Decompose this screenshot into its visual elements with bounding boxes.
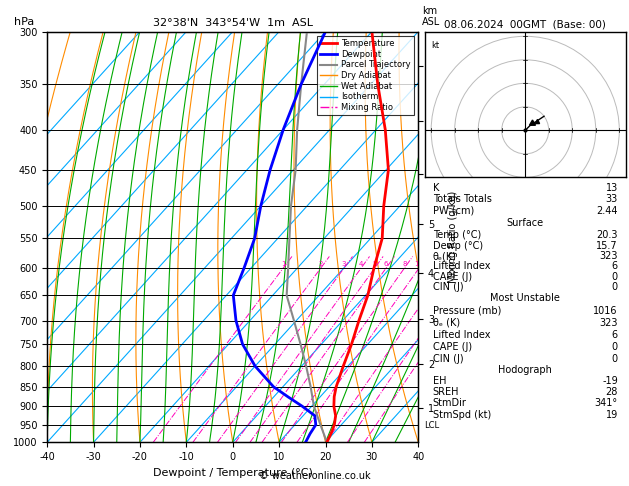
Text: Surface: Surface <box>506 218 544 227</box>
Text: 15.7: 15.7 <box>596 241 618 251</box>
Text: LCL: LCL <box>424 420 439 430</box>
Text: Temp (°C): Temp (°C) <box>433 230 481 241</box>
Text: -19: -19 <box>602 376 618 385</box>
Text: 8: 8 <box>403 260 407 267</box>
Text: 10: 10 <box>415 260 424 267</box>
Text: 33: 33 <box>606 194 618 204</box>
Text: 20.3: 20.3 <box>596 230 618 241</box>
Text: kt: kt <box>431 41 439 50</box>
Text: K: K <box>433 183 439 192</box>
Text: 28: 28 <box>606 387 618 397</box>
Text: StmSpd (kt): StmSpd (kt) <box>433 410 491 420</box>
Text: Totals Totals: Totals Totals <box>433 194 491 204</box>
Text: CIN (J): CIN (J) <box>433 282 463 292</box>
Text: 13: 13 <box>606 183 618 192</box>
Text: © weatheronline.co.uk: © weatheronline.co.uk <box>259 471 370 481</box>
Text: CIN (J): CIN (J) <box>433 354 463 364</box>
Text: 0: 0 <box>611 272 618 282</box>
Text: 6: 6 <box>384 260 389 267</box>
Legend: Temperature, Dewpoint, Parcel Trajectory, Dry Adiabat, Wet Adiabat, Isotherm, Mi: Temperature, Dewpoint, Parcel Trajectory… <box>317 36 414 115</box>
Text: Most Unstable: Most Unstable <box>490 293 560 303</box>
Text: 0: 0 <box>611 282 618 292</box>
Text: CAPE (J): CAPE (J) <box>433 342 472 352</box>
Text: 3: 3 <box>342 260 347 267</box>
Text: hPa: hPa <box>14 17 34 28</box>
Text: 6: 6 <box>611 330 618 340</box>
Text: PW (cm): PW (cm) <box>433 206 474 216</box>
Text: 4: 4 <box>359 260 364 267</box>
X-axis label: Dewpoint / Temperature (°C): Dewpoint / Temperature (°C) <box>153 468 313 478</box>
Text: Lifted Index: Lifted Index <box>433 330 490 340</box>
Text: 19: 19 <box>606 410 618 420</box>
Text: Hodograph: Hodograph <box>498 365 552 375</box>
Title: 32°38'N  343°54'W  1m  ASL: 32°38'N 343°54'W 1m ASL <box>153 18 313 28</box>
Text: Pressure (mb): Pressure (mb) <box>433 306 501 316</box>
Text: 5: 5 <box>372 260 377 267</box>
Text: 08.06.2024  00GMT  (Base: 00): 08.06.2024 00GMT (Base: 00) <box>444 19 606 29</box>
Text: Lifted Index: Lifted Index <box>433 261 490 271</box>
Text: Dewp (°C): Dewp (°C) <box>433 241 482 251</box>
Text: θₑ(K): θₑ(K) <box>433 251 457 261</box>
Text: km
ASL: km ASL <box>422 6 440 28</box>
Text: EH: EH <box>433 376 446 385</box>
Text: 341°: 341° <box>594 399 618 408</box>
Text: SREH: SREH <box>433 387 459 397</box>
Text: 323: 323 <box>599 318 618 328</box>
Text: θₑ (K): θₑ (K) <box>433 318 460 328</box>
Text: 2: 2 <box>319 260 323 267</box>
Text: 2.44: 2.44 <box>596 206 618 216</box>
Text: 1016: 1016 <box>593 306 618 316</box>
Text: Mixing Ratio (g/kg): Mixing Ratio (g/kg) <box>448 191 458 283</box>
Text: StmDir: StmDir <box>433 399 467 408</box>
Text: 0: 0 <box>611 342 618 352</box>
Text: 1: 1 <box>281 260 286 267</box>
Text: 0: 0 <box>611 354 618 364</box>
Text: CAPE (J): CAPE (J) <box>433 272 472 282</box>
Text: 6: 6 <box>611 261 618 271</box>
Text: 323: 323 <box>599 251 618 261</box>
